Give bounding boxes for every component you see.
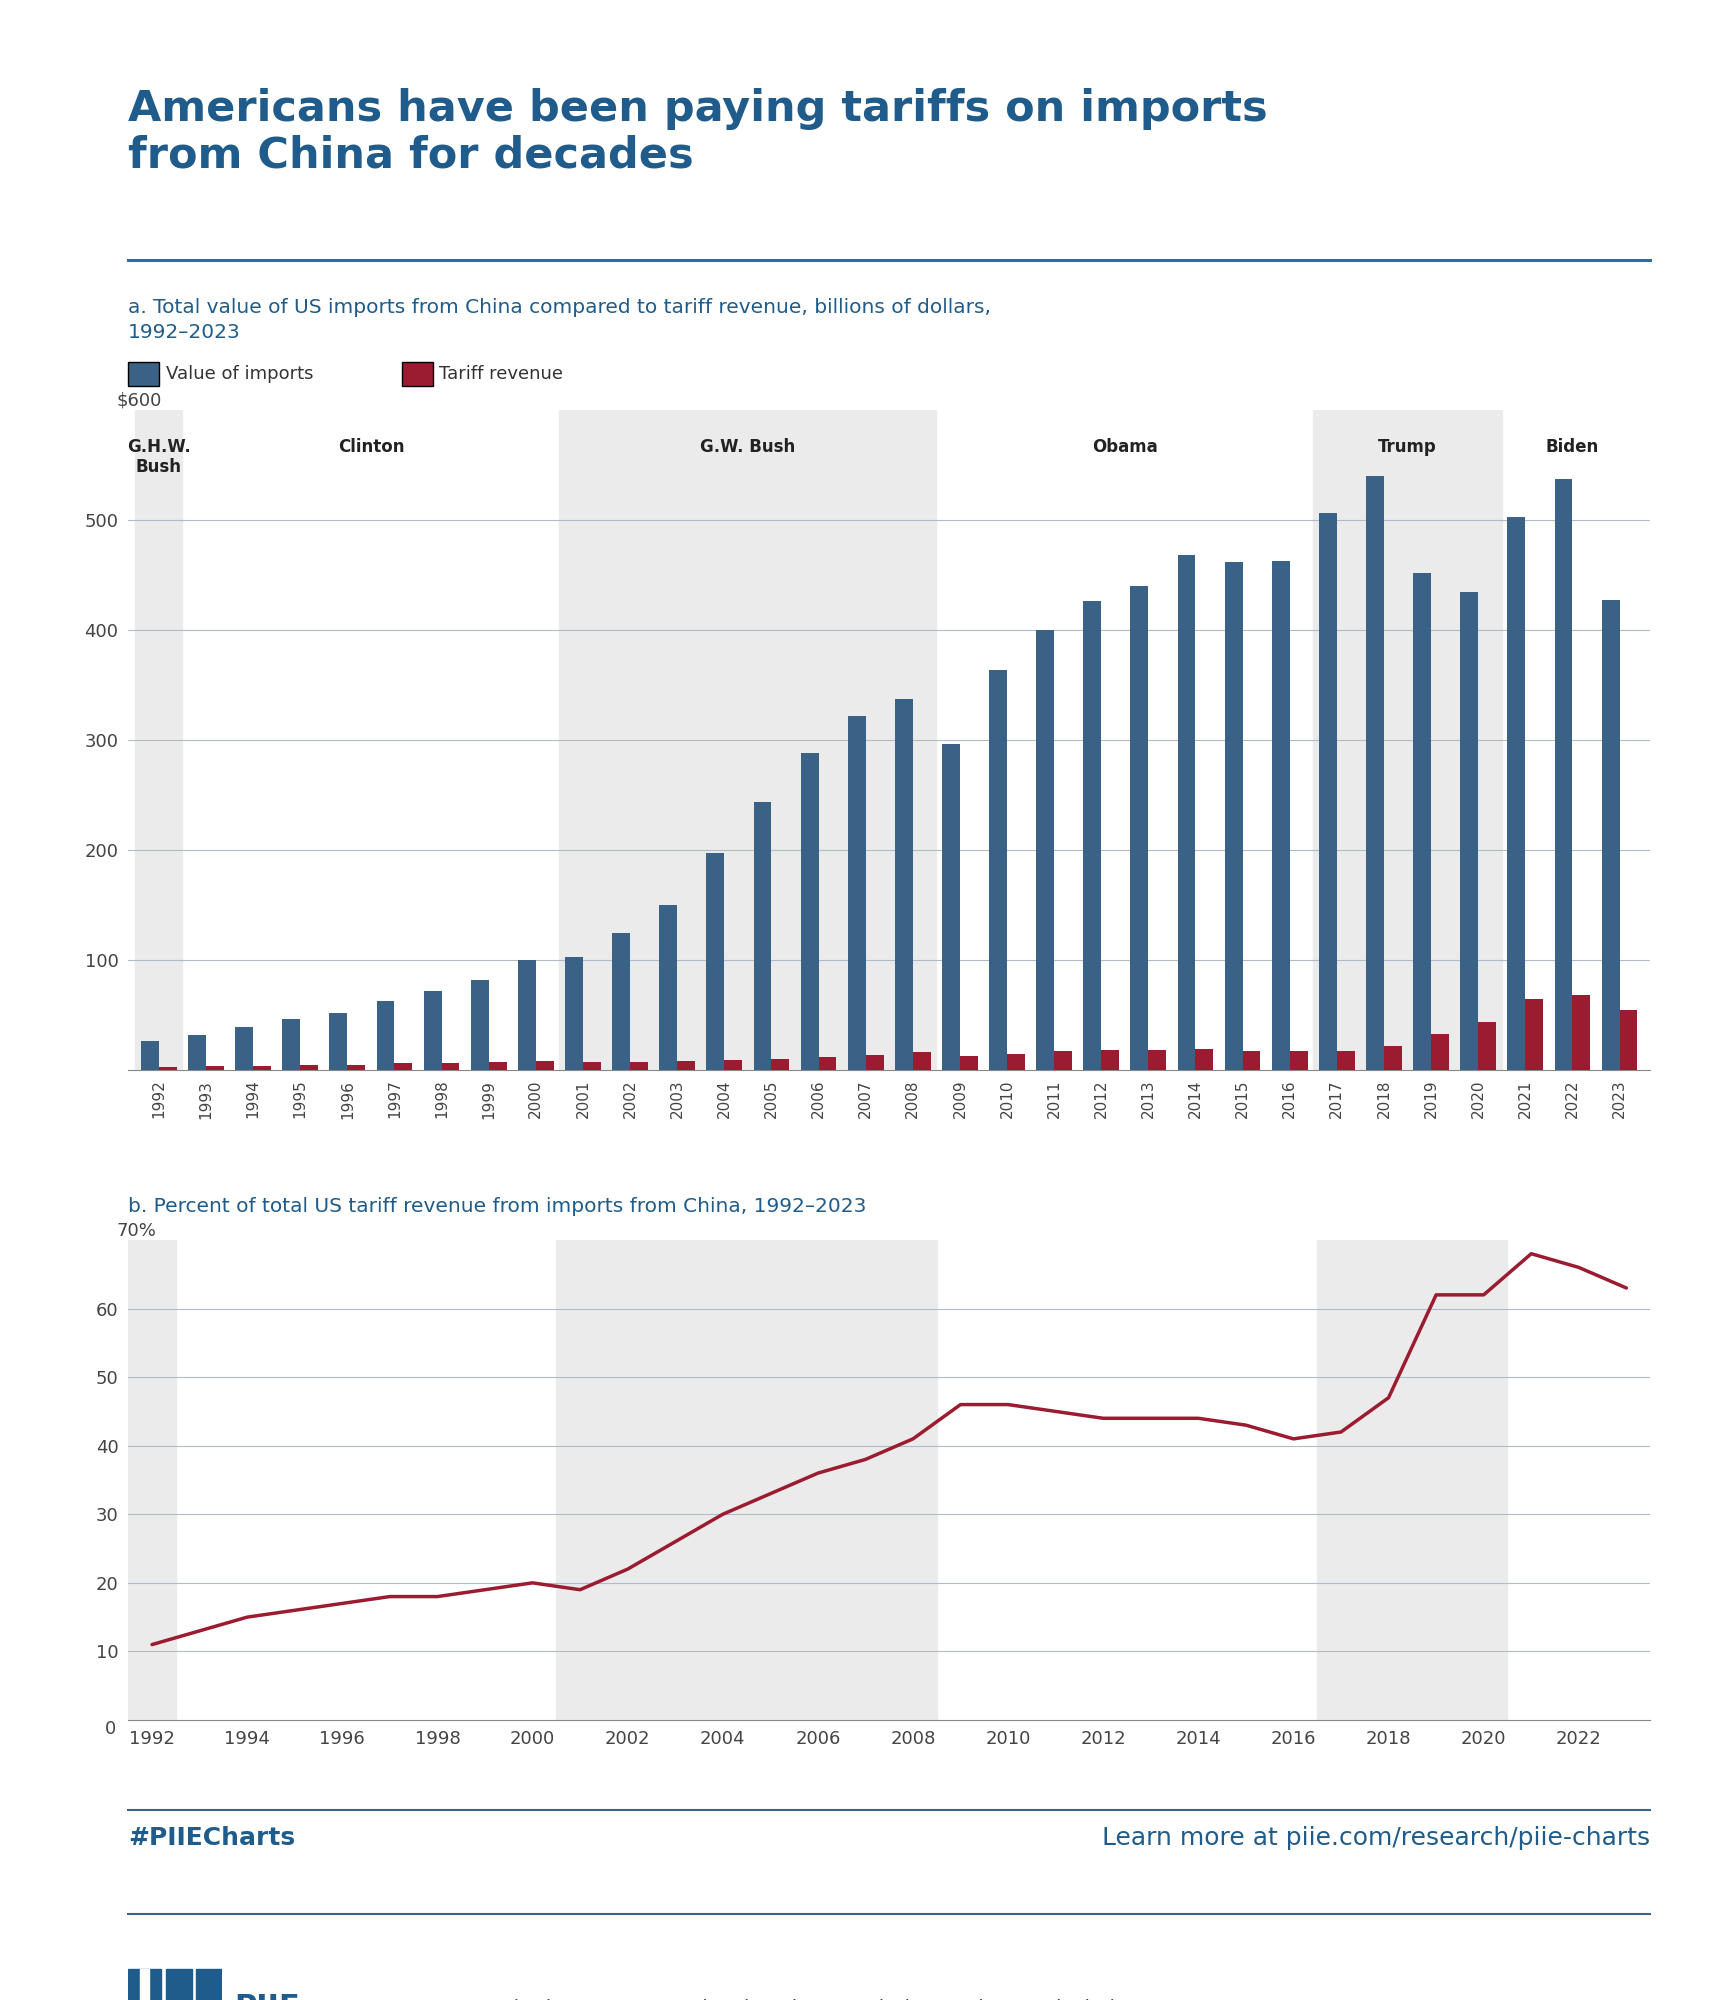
Bar bbox=[301, 1064, 318, 1070]
Text: G.H.W.
Bush: G.H.W. Bush bbox=[127, 438, 192, 476]
Bar bbox=[128, 1968, 161, 2000]
Bar bbox=[1313, 410, 1501, 1070]
Bar bbox=[913, 1052, 930, 1070]
Bar bbox=[489, 1062, 506, 1070]
Bar bbox=[894, 700, 913, 1070]
Bar bbox=[988, 670, 1007, 1070]
Text: Trump: Trump bbox=[1378, 438, 1436, 456]
Text: Learn more at piie.com/research/piie-charts: Learn more at piie.com/research/piie-cha… bbox=[1101, 1826, 1650, 1850]
Text: Biden: Biden bbox=[1546, 438, 1599, 456]
Bar bbox=[347, 1064, 366, 1070]
Bar bbox=[140, 1042, 159, 1070]
Bar bbox=[706, 854, 725, 1070]
Bar bbox=[754, 802, 771, 1070]
Text: a. Total value of US imports from China compared to tariff revenue, billions of : a. Total value of US imports from China … bbox=[128, 298, 992, 342]
Bar bbox=[1036, 630, 1053, 1070]
Bar bbox=[1243, 1052, 1260, 1070]
Bar bbox=[1053, 1052, 1072, 1070]
Bar bbox=[253, 1066, 270, 1070]
Bar bbox=[1272, 560, 1289, 1070]
Bar bbox=[1619, 1010, 1638, 1070]
Bar bbox=[1573, 996, 1590, 1070]
Bar bbox=[660, 904, 677, 1070]
Bar bbox=[1366, 476, 1383, 1070]
Text: b. Percent of total US tariff revenue from imports from China, 1992–2023: b. Percent of total US tariff revenue fr… bbox=[128, 1196, 867, 1216]
Bar bbox=[518, 960, 535, 1070]
Bar bbox=[1224, 562, 1243, 1070]
Bar bbox=[1195, 1050, 1214, 1070]
Bar bbox=[1084, 602, 1101, 1070]
Bar bbox=[535, 1062, 554, 1070]
Bar bbox=[236, 1028, 253, 1070]
Bar bbox=[1007, 1054, 1024, 1070]
Bar bbox=[128, 1240, 176, 1720]
Bar bbox=[1337, 1052, 1354, 1070]
Bar bbox=[330, 1012, 347, 1070]
Bar bbox=[376, 1000, 395, 1070]
Bar bbox=[1412, 572, 1431, 1070]
Bar bbox=[612, 932, 629, 1070]
Bar bbox=[1178, 556, 1195, 1070]
Bar bbox=[556, 1240, 937, 1720]
Bar bbox=[677, 1062, 694, 1070]
Bar bbox=[135, 410, 183, 1070]
Bar bbox=[1508, 516, 1525, 1070]
Text: Value of imports: Value of imports bbox=[166, 364, 313, 384]
Bar bbox=[1318, 514, 1337, 1070]
Bar bbox=[1525, 998, 1542, 1070]
Bar bbox=[395, 1064, 412, 1070]
Bar bbox=[1554, 480, 1573, 1070]
Text: PIIE: PIIE bbox=[234, 1994, 299, 2000]
Text: Tariff revenue: Tariff revenue bbox=[439, 364, 564, 384]
Text: $600: $600 bbox=[116, 392, 161, 410]
Text: G.W. Bush: G.W. Bush bbox=[699, 438, 795, 456]
Bar bbox=[865, 1054, 884, 1070]
Text: Clinton: Clinton bbox=[337, 438, 404, 456]
Text: #PIIECharts: #PIIECharts bbox=[128, 1826, 296, 1850]
Bar bbox=[188, 1034, 205, 1070]
Bar bbox=[848, 716, 865, 1070]
Bar bbox=[819, 1056, 836, 1070]
Bar bbox=[1130, 586, 1149, 1070]
Bar bbox=[282, 1020, 301, 1070]
Bar bbox=[1602, 600, 1619, 1070]
Bar bbox=[1431, 1034, 1448, 1070]
Bar bbox=[166, 1968, 192, 2000]
Bar bbox=[564, 956, 583, 1070]
Bar bbox=[1289, 1052, 1308, 1070]
Bar bbox=[1101, 1050, 1118, 1070]
Bar bbox=[1383, 1046, 1402, 1070]
Bar bbox=[1460, 592, 1477, 1070]
Bar bbox=[629, 1062, 648, 1070]
Bar bbox=[725, 1060, 742, 1070]
Bar bbox=[771, 1060, 790, 1070]
Bar bbox=[559, 410, 937, 1070]
Bar bbox=[1477, 1022, 1496, 1070]
Bar bbox=[800, 754, 819, 1070]
Bar bbox=[441, 1064, 460, 1070]
Text: 70%: 70% bbox=[116, 1222, 156, 1240]
Text: Americans have been paying tariffs on imports
from China for decades: Americans have been paying tariffs on im… bbox=[128, 88, 1267, 176]
Bar bbox=[197, 1968, 222, 2000]
Bar bbox=[1149, 1050, 1166, 1070]
Bar bbox=[470, 980, 489, 1070]
Text: 0: 0 bbox=[104, 1720, 116, 1738]
Bar bbox=[140, 1968, 149, 2000]
Bar bbox=[942, 744, 959, 1070]
Bar bbox=[424, 990, 441, 1070]
Bar bbox=[1317, 1240, 1508, 1720]
Bar bbox=[959, 1056, 978, 1070]
Bar bbox=[583, 1062, 600, 1070]
Bar bbox=[205, 1066, 224, 1070]
Text: Obama: Obama bbox=[1093, 438, 1158, 456]
Bar bbox=[159, 1066, 176, 1070]
